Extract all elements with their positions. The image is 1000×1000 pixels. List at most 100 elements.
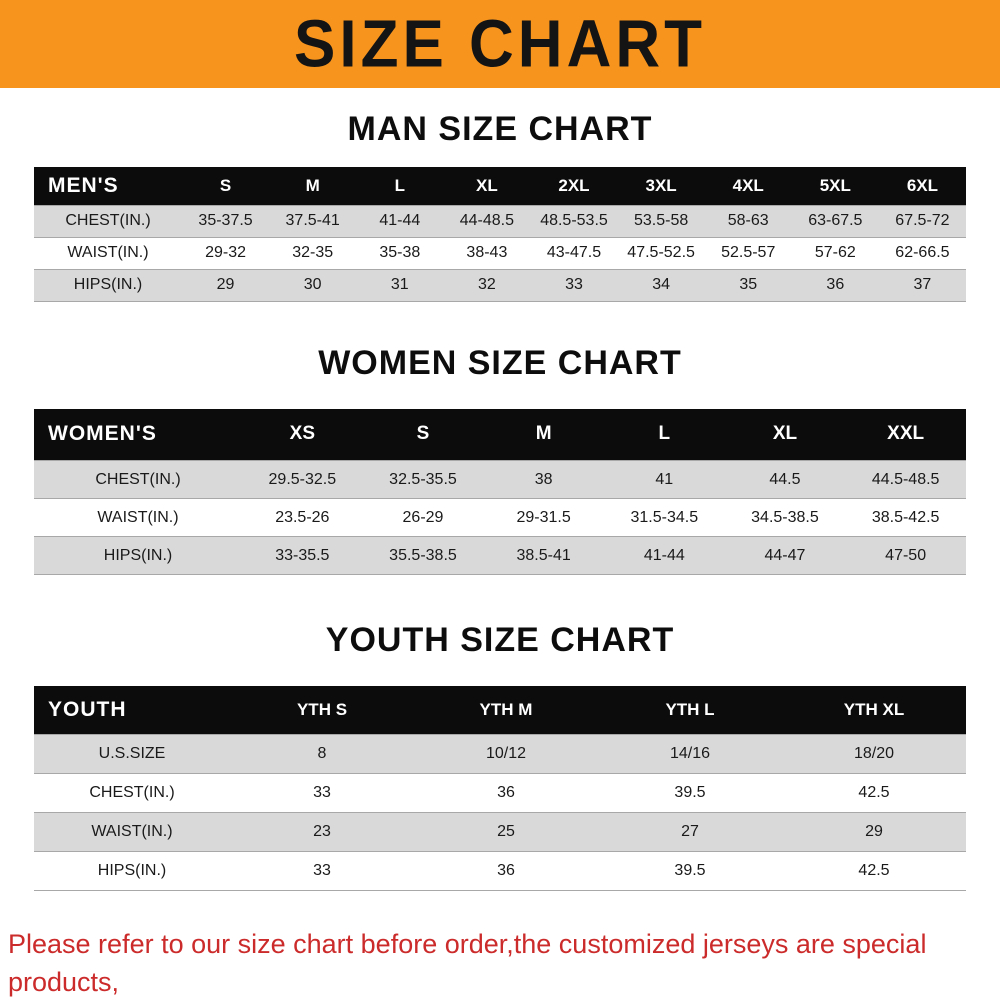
column-header-cell: 2XL [530, 167, 618, 205]
value-cell: 29 [782, 811, 966, 851]
value-cell: 32 [443, 268, 531, 302]
banner-title: SIZE CHART [294, 6, 706, 82]
women-section-title: WOMEN SIZE CHART [318, 343, 682, 382]
value-cell: 34 [617, 268, 705, 302]
value-cell: 23 [230, 811, 414, 851]
value-cell: 63-67.5 [791, 204, 879, 237]
value-cell: 36 [791, 268, 879, 302]
row-label-cell: HIPS(IN.) [34, 850, 230, 891]
column-header-cell: 5XL [791, 167, 879, 205]
value-cell: 8 [230, 733, 414, 773]
value-cell: 18/20 [782, 733, 966, 773]
table-row: U.S.SIZE 8 10/12 14/16 18/20 [34, 733, 966, 773]
value-cell: 33 [230, 850, 414, 891]
value-cell: 38-43 [443, 236, 531, 269]
value-cell: 37.5-41 [269, 204, 357, 237]
value-cell: 34.5-38.5 [724, 498, 846, 537]
value-cell: 35-38 [356, 236, 444, 269]
row-label-cell: HIPS(IN.) [34, 536, 242, 575]
value-cell: 29-31.5 [483, 498, 604, 537]
women-size-section: WOMEN SIZE CHART WOMEN'S XS S M L XL XXL CHEST(… [0, 343, 1000, 575]
value-cell: 47-50 [845, 536, 966, 575]
table-row: WAIST(IN.) 29-32 32-35 35-38 38-43 43-47.5 47.… [34, 236, 966, 269]
column-header-cell: YTH L [598, 686, 782, 734]
value-cell: 33-35.5 [242, 536, 363, 575]
value-cell: 14/16 [598, 733, 782, 773]
value-cell: 53.5-58 [617, 204, 705, 237]
row-label-cell: HIPS(IN.) [34, 268, 182, 302]
value-cell: 36 [414, 850, 598, 891]
value-cell: 42.5 [782, 850, 966, 891]
column-header-cell: XXL [845, 408, 966, 461]
value-cell: 62-66.5 [878, 236, 966, 269]
value-cell: 29-32 [182, 236, 270, 269]
column-header-cell: XS [242, 408, 363, 461]
value-cell: 58-63 [704, 204, 792, 237]
womens-size-table: WOMEN'S XS S M L XL XXL CHEST(IN.) 29.5-32.5 32.5… [34, 408, 966, 575]
table-row: HIPS(IN.) 29 30 31 32 33 34 35 36 37 [34, 268, 966, 302]
column-header-cell: 4XL [704, 167, 792, 205]
value-cell: 39.5 [598, 772, 782, 812]
value-cell: 41 [603, 460, 725, 499]
footer-note: Please refer to our size chart before or… [8, 925, 1000, 1000]
column-header-cell: YTH M [414, 686, 598, 734]
row-label-cell: CHEST(IN.) [34, 460, 242, 499]
youth-section-title: YOUTH SIZE CHART [325, 621, 675, 659]
value-cell: 26-29 [362, 498, 484, 537]
man-size-section: MAN SIZE CHART MEN'S S M L XL 2XL 3XL 4XL 5XL 6XL… [0, 110, 1000, 302]
value-cell: 33 [230, 772, 414, 812]
column-header-cell: XL [724, 408, 846, 461]
value-cell: 35-37.5 [182, 204, 270, 237]
value-cell: 38 [483, 460, 604, 499]
value-cell: 44-47 [724, 536, 846, 575]
value-cell: 37 [878, 268, 966, 302]
table-header-row: WOMEN'S XS S M L XL XXL [34, 408, 966, 461]
column-header-cell: S [362, 408, 484, 461]
value-cell: 23.5-26 [242, 498, 363, 537]
column-header-cell: 3XL [617, 167, 705, 205]
value-cell: 35.5-38.5 [362, 536, 484, 575]
value-cell: 44.5 [724, 460, 846, 499]
value-cell: 44-48.5 [443, 204, 531, 237]
value-cell: 47.5-52.5 [617, 236, 705, 269]
value-cell: 48.5-53.5 [530, 204, 618, 237]
table-header-row: MEN'S S M L XL 2XL 3XL 4XL 5XL 6XL [34, 167, 966, 205]
value-cell: 38.5-42.5 [845, 498, 966, 537]
column-header-cell: YTH S [230, 686, 414, 734]
row-label-cell: WAIST(IN.) [34, 811, 230, 851]
table-row: HIPS(IN.) 33 36 39.5 42.5 [34, 850, 966, 891]
value-cell: 38.5-41 [483, 536, 604, 575]
table-row: CHEST(IN.) 35-37.5 37.5-41 41-44 44-48.5 48.5… [34, 204, 966, 237]
column-header-cell: S [182, 167, 270, 205]
value-cell: 43-47.5 [530, 236, 618, 269]
value-cell: 36 [414, 772, 598, 812]
column-header-cell: 6XL [878, 167, 966, 205]
mens-size-table: MEN'S S M L XL 2XL 3XL 4XL 5XL 6XL CHEST(IN.) 35-37… [34, 167, 966, 302]
value-cell: 31 [356, 268, 444, 302]
value-cell: 42.5 [782, 772, 966, 812]
value-cell: 57-62 [791, 236, 879, 269]
table-row: WAIST(IN.) 23 25 27 29 [34, 811, 966, 851]
man-section-title: MAN SIZE CHART [347, 110, 653, 148]
youth-size-table: YOUTH YTH S YTH M YTH L YTH XL U.S.SIZE 8 10/12… [34, 686, 966, 891]
youth-size-section: YOUTH SIZE CHART YOUTH YTH S YTH M YTH L YTH… [0, 621, 1000, 891]
value-cell: 27 [598, 811, 782, 851]
value-cell: 32-35 [269, 236, 357, 269]
column-header-cell: L [356, 167, 444, 205]
value-cell: 67.5-72 [878, 204, 966, 237]
footer-line-1: Please refer to our size chart before or… [8, 928, 927, 997]
value-cell: 44.5-48.5 [845, 460, 966, 499]
row-label-cell: WAIST(IN.) [34, 498, 242, 537]
table-row: CHEST(IN.) 29.5-32.5 32.5-35.5 38 41 44.5 44.5… [34, 460, 966, 499]
column-header-cell: M [483, 408, 604, 461]
column-header-cell: M [269, 167, 357, 205]
column-header-cell: YTH XL [782, 686, 966, 734]
table-title-cell: MEN'S [34, 167, 182, 205]
value-cell: 35 [704, 268, 792, 302]
table-row: HIPS(IN.) 33-35.5 35.5-38.5 38.5-41 41-44 44-… [34, 536, 966, 575]
row-label-cell: WAIST(IN.) [34, 236, 182, 269]
row-label-cell: CHEST(IN.) [34, 204, 182, 237]
value-cell: 33 [530, 268, 618, 302]
column-header-cell: L [603, 408, 725, 461]
value-cell: 52.5-57 [704, 236, 792, 269]
